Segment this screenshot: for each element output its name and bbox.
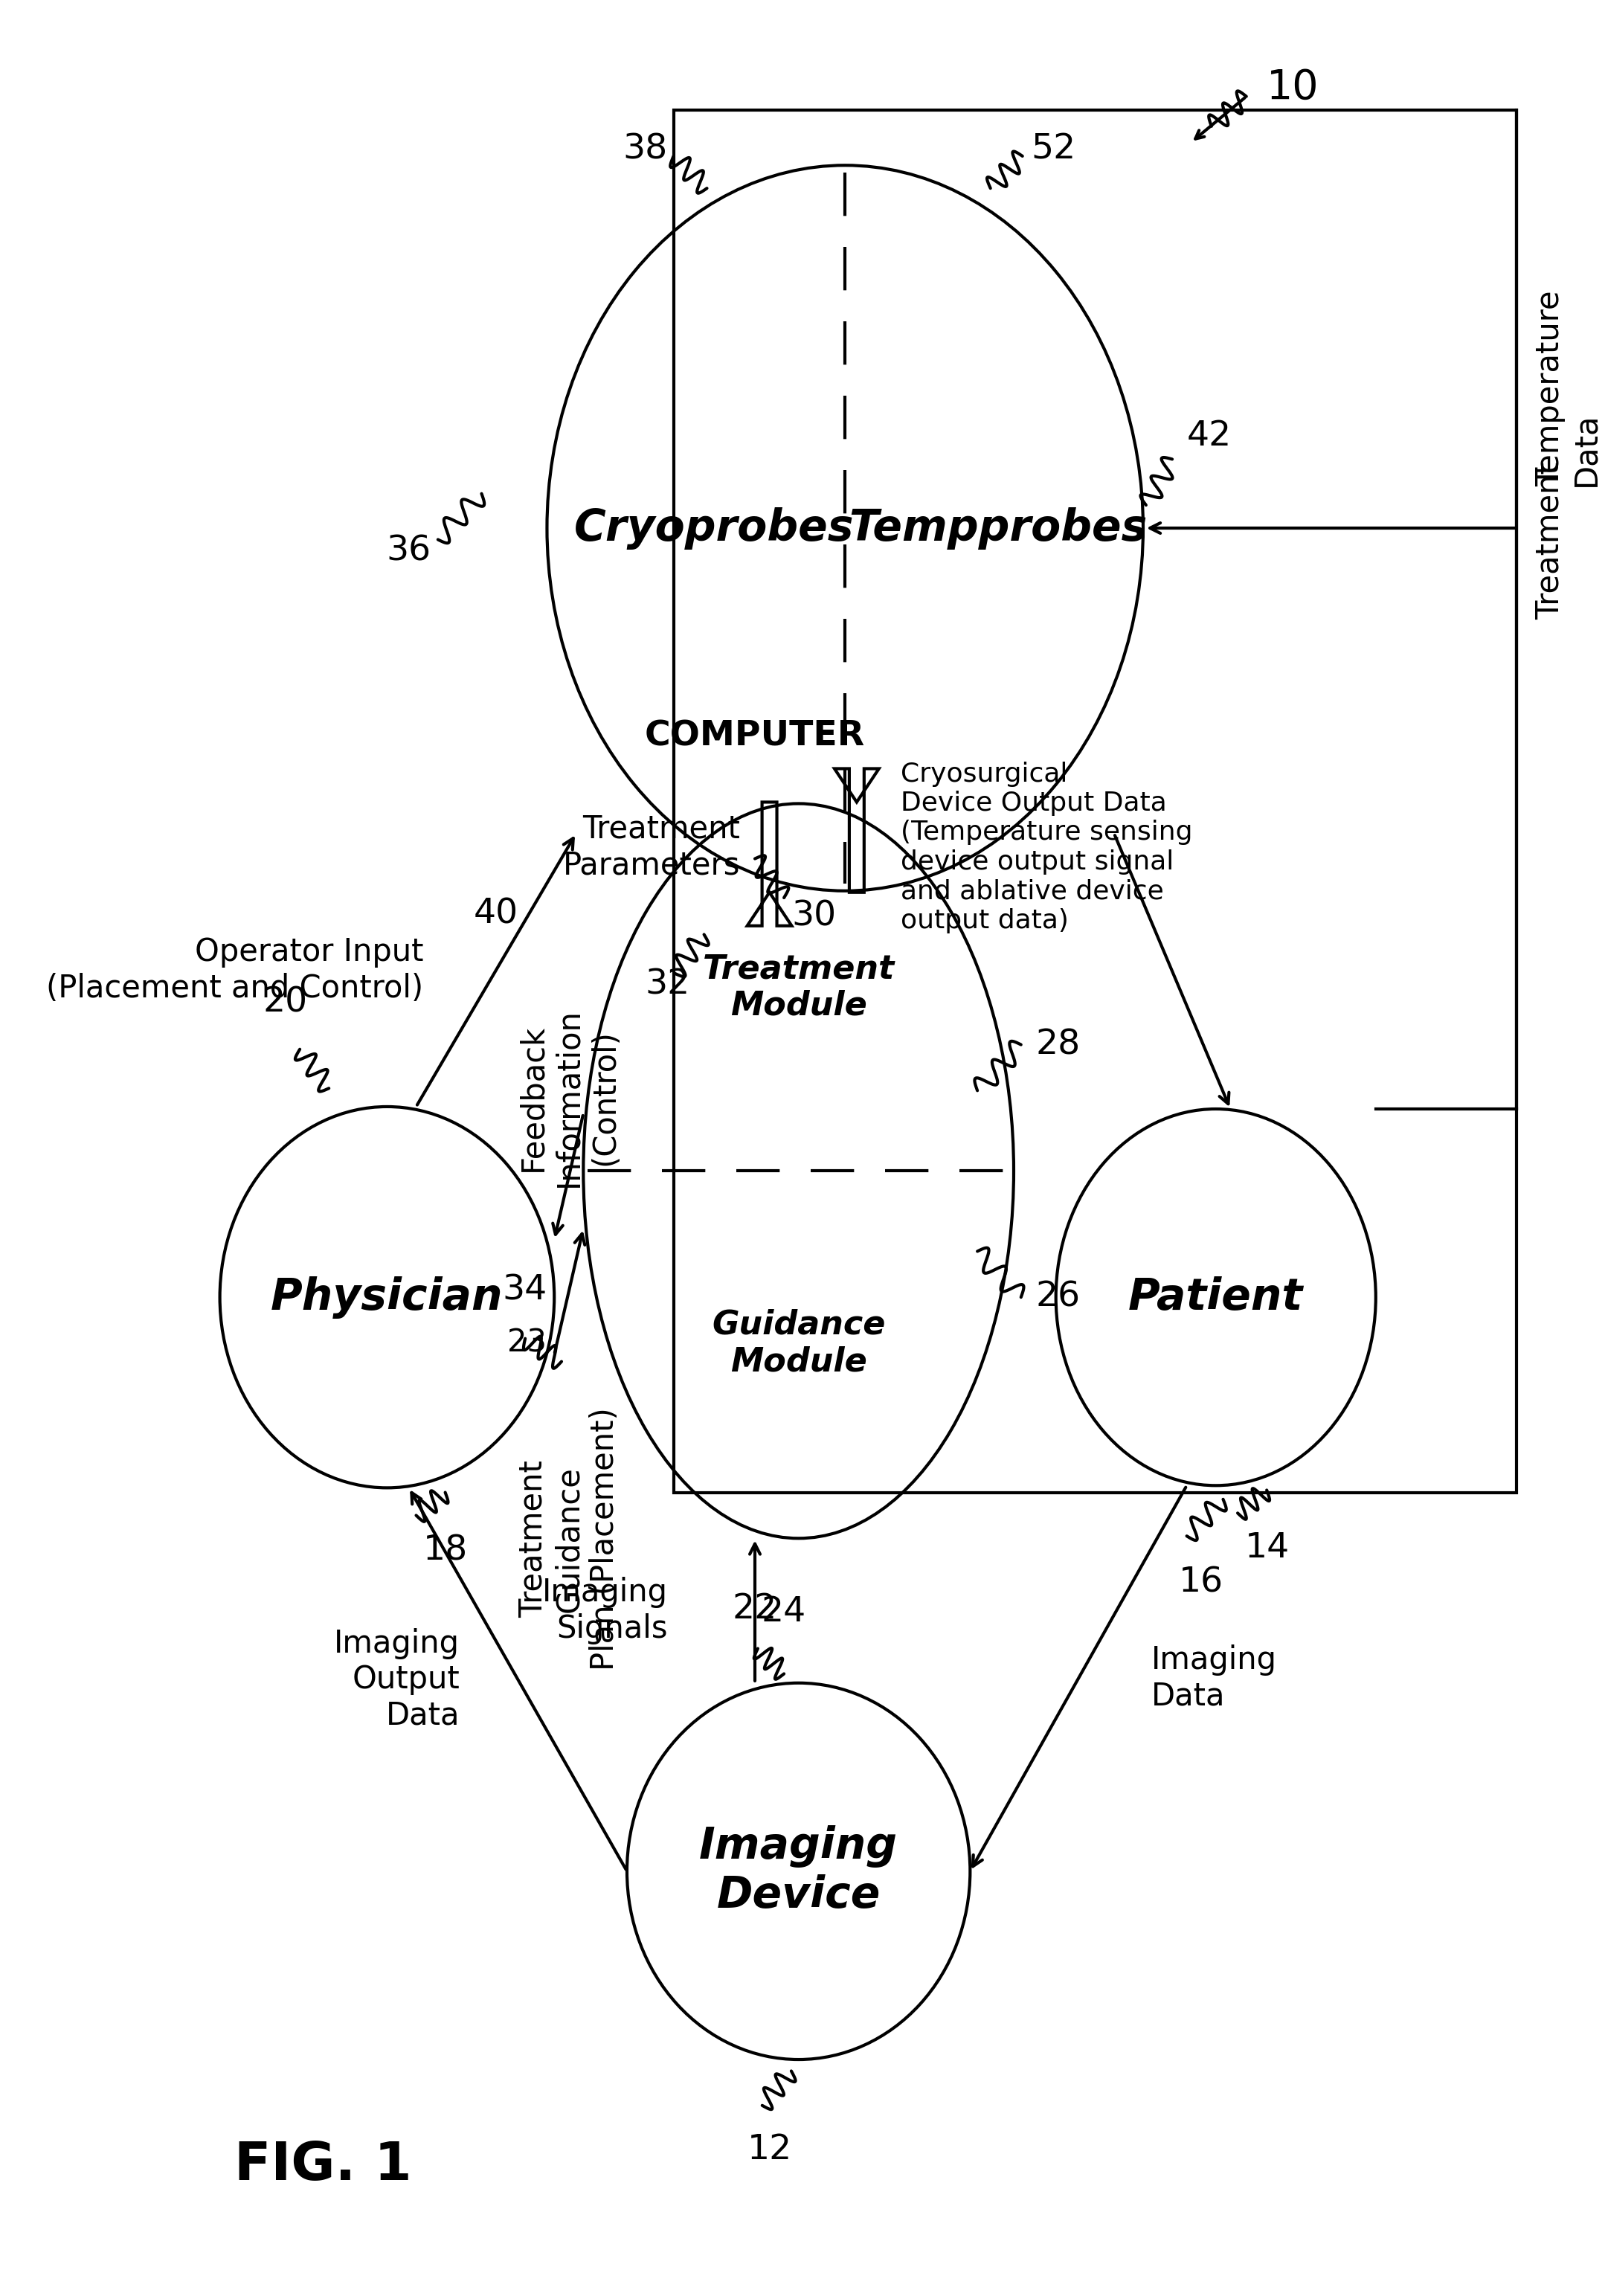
Text: Treatment
Module: Treatment Module	[703, 953, 894, 1022]
Text: Tempprobes: Tempprobes	[849, 507, 1148, 549]
Text: 14: 14	[1245, 1531, 1290, 1566]
Text: Treatment
Parameters: Treatment Parameters	[563, 813, 740, 882]
Text: 52: 52	[1030, 133, 1075, 165]
Text: 42: 42	[1186, 420, 1231, 452]
Text: Patient: Patient	[1128, 1277, 1303, 1318]
Text: 20: 20	[263, 985, 308, 1019]
Text: 40: 40	[473, 898, 518, 930]
Text: 12: 12	[746, 2133, 791, 2167]
Text: 23: 23	[507, 1327, 547, 1359]
Text: Guidance
Module: Guidance Module	[711, 1309, 886, 1378]
Text: 38: 38	[623, 133, 668, 165]
Text: Treatment
Guidance
Plan (Placement): Treatment Guidance Plan (Placement)	[517, 1407, 621, 1671]
Text: Feedback
Information
(Control): Feedback Information (Control)	[517, 1008, 621, 1187]
Text: Imaging
Signals: Imaging Signals	[542, 1577, 668, 1644]
Text: Treatment: Treatment	[1534, 461, 1565, 620]
Text: 22: 22	[732, 1591, 777, 1626]
Text: Cryosurgical
Device Output Data
(Temperature sensing
device output signal
and ab: Cryosurgical Device Output Data (Tempera…	[900, 762, 1193, 932]
Text: 32: 32	[645, 969, 690, 1001]
Text: 34: 34	[502, 1274, 547, 1306]
Text: 16: 16	[1180, 1566, 1223, 1600]
Text: Operator Input
(Placement and Control): Operator Input (Placement and Control)	[47, 937, 424, 1003]
Text: 10: 10	[1266, 67, 1319, 108]
Text: 36: 36	[385, 535, 430, 567]
Text: Imaging
Device: Imaging Device	[700, 1825, 897, 1917]
Text: 26: 26	[1035, 1281, 1080, 1313]
Text: Imaging
Output
Data: Imaging Output Data	[334, 1628, 459, 1731]
Text: Physician: Physician	[271, 1277, 504, 1318]
Text: Imaging
Data: Imaging Data	[1151, 1644, 1278, 1713]
Text: 28: 28	[1035, 1029, 1080, 1061]
Text: COMPUTER: COMPUTER	[645, 719, 865, 753]
Text: FIG. 1: FIG. 1	[234, 2140, 412, 2190]
Text: 24: 24	[762, 1596, 806, 1630]
Text: 18: 18	[424, 1534, 469, 1568]
Text: 30: 30	[791, 900, 836, 932]
Text: Temperature
Data: Temperature Data	[1534, 289, 1602, 487]
Text: Cryoprobes: Cryoprobes	[575, 507, 854, 549]
